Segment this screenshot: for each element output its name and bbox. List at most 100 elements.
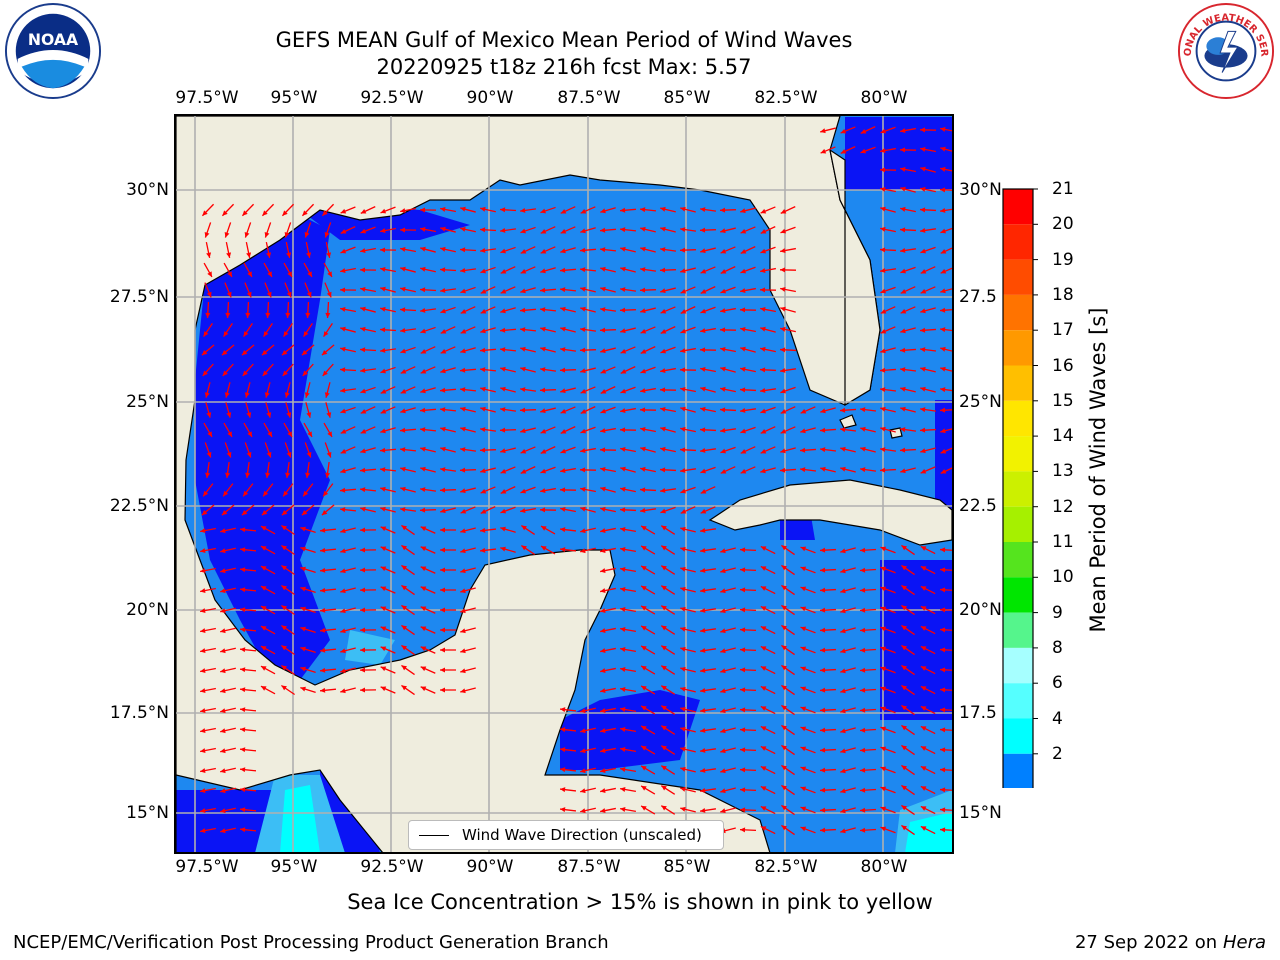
wave-direction-arrowhead [661,585,667,591]
wave-direction-arrowhead [720,268,727,274]
wave-direction-arrowhead [460,288,466,294]
wave-direction-arrowhead [480,468,486,474]
wave-direction-arrowhead [940,327,946,333]
wave-direction-arrowhead [240,627,246,633]
wave-direction-arrowhead [720,568,726,574]
wave-direction-arrowhead [265,472,271,478]
deep-low-period-patch [845,117,952,190]
wave-direction-arrowhead [641,805,647,811]
wave-direction-arrowhead [480,508,487,514]
wave-direction-arrowhead [900,427,906,433]
wave-direction-arrowhead [940,567,946,573]
wave-direction-arrowhead [260,606,267,611]
wave-direction-arrowhead [360,326,366,332]
wave-direction-arrowhead [700,587,706,593]
wave-direction-arrowhead [661,745,667,751]
wave-direction-arrowhead [700,447,706,453]
wave-direction-arrowhead [840,688,846,694]
wave-direction-arrowhead [460,367,466,373]
wave-direction-arrowhead [800,766,807,772]
wave-direction-arrowhead [860,407,866,413]
wave-direction-arrowhead [820,128,826,134]
wave-direction-arrowhead [901,645,907,651]
wave-direction-arrowhead [740,208,746,214]
wave-direction-arrowhead [760,646,767,651]
wave-direction-arrowhead [580,327,586,333]
wave-direction-arrowhead [840,568,846,574]
wave-direction-arrowhead [720,427,726,433]
wave-direction-arrowhead [680,706,686,712]
wave-direction-arrowhead [600,548,606,554]
wave-direction-arrowhead [860,787,866,793]
legend-label: Wind Wave Direction (unscaled) [462,826,702,844]
wave-direction-arrowhead [241,350,248,356]
wave-direction-arrowhead [781,585,787,591]
wave-direction-arrowhead [460,668,466,674]
wave-direction-arrowhead [240,547,246,553]
wave-direction-arrowhead [700,488,707,494]
wave-direction-arrowhead [760,468,766,474]
wave-direction-arrowhead [781,705,787,711]
wave-direction-arrowhead [243,490,249,497]
wave-direction-arrowhead [661,645,667,651]
wave-direction-arrowhead [700,707,706,713]
wave-direction-arrowhead [920,806,927,811]
wave-direction-arrowhead [200,828,206,834]
wave-direction-arrowhead [840,548,846,554]
wave-direction-arrowhead [306,412,312,418]
wave-direction-arrowhead [220,608,226,614]
wave-direction-arrowhead [401,565,407,571]
wave-direction-arrowhead [242,210,248,216]
wave-direction-arrowhead [760,586,767,591]
wave-direction-arrowhead [800,686,807,692]
wave-direction-arrowhead [780,248,786,254]
footer-date-text: 27 Sep 2022 on [1074,932,1218,953]
wave-direction-arrowhead [281,625,287,631]
wave-direction-arrowhead [820,807,826,813]
wave-direction-arrowhead [560,367,566,373]
wave-direction-arrowhead [206,412,212,418]
wave-direction-arrowhead [420,307,426,313]
wave-direction-arrowhead [420,487,426,493]
wave-direction-arrowhead [206,252,212,258]
wave-direction-arrowhead [284,232,290,238]
colorbar-outline [1002,188,1034,788]
wave-direction-arrowhead [541,526,547,531]
lon-tick-label: 92.5°W [360,88,424,108]
wave-direction-arrowhead [400,266,406,272]
wave-direction-arrowhead [301,510,308,516]
wave-direction-arrowhead [500,488,507,494]
wave-direction-arrowhead [901,745,907,751]
wave-direction-arrowhead [247,431,252,437]
wave-direction-arrowhead [760,606,767,611]
wave-direction-arrowhead [360,527,366,533]
wave-direction-arrowhead [340,306,346,312]
wave-direction-arrowhead [700,328,706,334]
wave-direction-arrowhead [420,566,427,572]
wave-direction-arrowhead [420,507,426,513]
wave-direction-arrowhead [740,407,746,413]
wave-direction-arrowhead [460,267,466,273]
wave-direction-arrowhead [740,228,747,234]
wave-direction-arrowhead [440,567,446,573]
wave-direction-arrowhead [740,428,746,434]
map-panel: Wind Wave Direction (unscaled) [174,114,954,854]
wave-direction-arrowhead [840,708,846,714]
wave-direction-arrowhead [380,586,387,592]
wave-direction-arrowhead [600,388,607,394]
wave-direction-arrowhead [380,428,386,434]
wave-direction-arrowhead [781,645,787,651]
wave-direction-arrowhead [800,666,807,672]
colorbar-segment [1003,471,1033,507]
wave-direction-arrowhead [440,587,446,593]
wave-direction-arrowhead [720,648,726,654]
wave-direction-arrowhead [600,408,607,414]
wave-direction-arrowhead [641,605,647,611]
wave-direction-arrowhead [540,488,546,494]
wave-direction-arrowhead [840,668,846,674]
wave-direction-arrowhead [287,271,292,277]
lon-tick-label: 90°W [466,857,514,877]
wave-direction-arrowhead [840,628,846,634]
wave-direction-arrowhead [800,646,807,652]
wave-direction-arrowhead [300,686,306,692]
